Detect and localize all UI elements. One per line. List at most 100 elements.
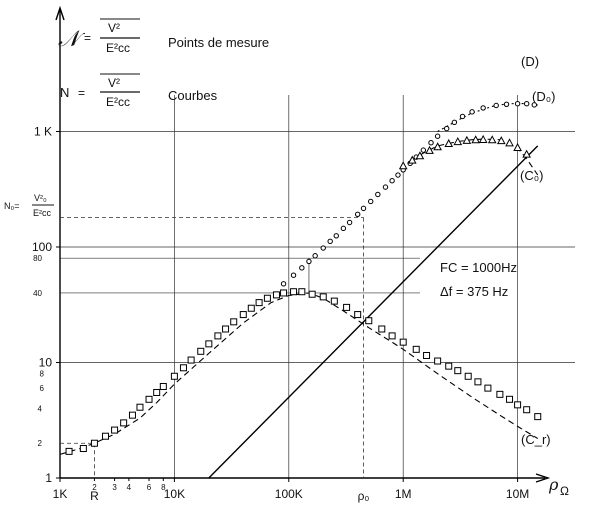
- series-4-point-8: [340, 225, 347, 232]
- series-4-point-13: [375, 191, 381, 198]
- axes: [55, 5, 551, 483]
- series-6-point-32: [365, 317, 373, 325]
- x-axis-label: ρ Ω: [548, 475, 569, 498]
- x-axis-label-sub: Ω: [560, 484, 569, 498]
- y-minor-label-4: 4: [38, 404, 43, 413]
- series-4-point-12: [368, 198, 374, 205]
- series-5-point-7: [462, 135, 472, 144]
- series-6-point-33: [378, 325, 386, 333]
- legend-text-1: Points de mesure: [168, 35, 269, 50]
- x-minor-label-6: 6: [147, 483, 152, 492]
- series-6-point-41: [464, 372, 472, 380]
- series-6-point-42: [474, 378, 482, 386]
- n0-symbol: N₀=: [4, 201, 20, 211]
- series-6-point-0: [65, 447, 73, 455]
- x-minor-label-8: 8: [161, 483, 166, 492]
- legend: 𝒩 = V² E²cc Points de mesure N = V² E²cc…: [58, 18, 269, 109]
- series-5-point-9: [478, 134, 488, 143]
- x-tick-label-100K: 100K: [275, 487, 303, 501]
- series-4-point-2: [299, 265, 305, 271]
- series-4-point-16: [395, 172, 401, 178]
- y-minor-small-label-6: 6: [40, 384, 45, 393]
- y-axis-arrow: [55, 5, 65, 21]
- series-5-point-2: [415, 151, 425, 160]
- series-6-point-1: [79, 445, 87, 453]
- x-minor-label-2: 2: [92, 483, 97, 492]
- series-6-point-15: [205, 340, 213, 348]
- series-6-point-7: [136, 403, 144, 411]
- series-5-point-3: [425, 145, 434, 154]
- series-6-point-8: [145, 395, 153, 403]
- legend-eq-1: =: [84, 31, 91, 45]
- y-tick-label-1: 1: [45, 471, 52, 485]
- x-mark-1: ρ₀: [358, 489, 370, 503]
- y-minor-label-2: 2: [38, 439, 43, 448]
- series-4-point-3: [306, 258, 312, 265]
- series-6-point-12: [179, 364, 187, 372]
- series-6-point-18: [230, 318, 238, 326]
- series-6-point-29: [330, 297, 338, 305]
- y-minor-label-40: 40: [33, 289, 42, 298]
- series-4-point-14: [382, 184, 389, 190]
- series-5-point-13: [513, 142, 522, 151]
- series-6-point-30: [343, 303, 351, 311]
- series-6-point-14: [197, 347, 205, 355]
- param-df: Δf = 375 Hz: [440, 284, 508, 299]
- series-6-point-37: [423, 351, 431, 359]
- series-6-point-45: [506, 395, 514, 403]
- guide-lines: [60, 217, 364, 478]
- series-4-point-5: [320, 245, 326, 251]
- series-4-point-22: [434, 133, 441, 139]
- series-6-point-6: [128, 411, 136, 419]
- series-6-point-40: [454, 367, 462, 375]
- curve-labels: (D) (D₀) (C₀) (C_r): [520, 54, 555, 447]
- series-6-point-23: [272, 291, 280, 299]
- series-5-point-0: [398, 161, 408, 170]
- n0-label: N₀= V²₀ E²cc: [4, 193, 54, 218]
- x-minor-label-3: 3: [112, 483, 117, 492]
- series-6-point-43: [484, 384, 492, 392]
- series-6-point-25: [290, 288, 298, 296]
- series-4-point-15: [389, 177, 395, 184]
- series-5-point-14: [522, 149, 531, 158]
- series-6-point-10: [159, 382, 167, 390]
- n0-den: E²cc: [33, 208, 52, 218]
- legend-num-1: V²: [108, 21, 120, 35]
- series-4-point-4: [312, 253, 318, 259]
- x-tick-label-1M: 1M: [395, 487, 412, 501]
- series-6-point-11: [170, 372, 178, 380]
- series-6-point-21: [255, 299, 263, 307]
- series-6-point-28: [319, 293, 327, 301]
- curve-label-2: (C₀): [520, 168, 543, 183]
- x-tick-label-10K: 10K: [164, 487, 185, 501]
- legend-eq-2: =: [78, 86, 85, 100]
- series-6-point-27: [308, 290, 316, 298]
- series-6-point-17: [222, 325, 230, 333]
- y-minor-label-80: 80: [33, 254, 42, 263]
- series-6-point-13: [187, 356, 195, 364]
- y-tick-label-100: 100: [32, 240, 52, 254]
- series-4-point-28: [493, 102, 499, 109]
- series-5-point-12: [505, 138, 514, 147]
- legend-symbol-2: N: [60, 85, 69, 100]
- series-4-point-32: [531, 102, 538, 108]
- curve-label-0: (D): [521, 54, 539, 69]
- series-6-point-24: [280, 289, 288, 297]
- series-5-point-10: [487, 135, 497, 144]
- series-0-line: [208, 145, 539, 479]
- series-5-point-6: [453, 137, 463, 146]
- series-4-point-10: [354, 211, 361, 217]
- series-6-point-22: [263, 294, 271, 302]
- series-6-point-31: [354, 311, 362, 319]
- series-5-point-11: [496, 136, 506, 145]
- curve-label-1: (D₀): [532, 89, 555, 104]
- series-4-point-24: [451, 119, 458, 126]
- series-5-point-1: [407, 155, 417, 164]
- series-4-point-1: [290, 272, 297, 278]
- series-6-point-36: [412, 345, 420, 353]
- series-6-point-16: [214, 332, 222, 340]
- legend-den-2: E²cc: [106, 95, 130, 109]
- series-6-point-46: [514, 401, 522, 409]
